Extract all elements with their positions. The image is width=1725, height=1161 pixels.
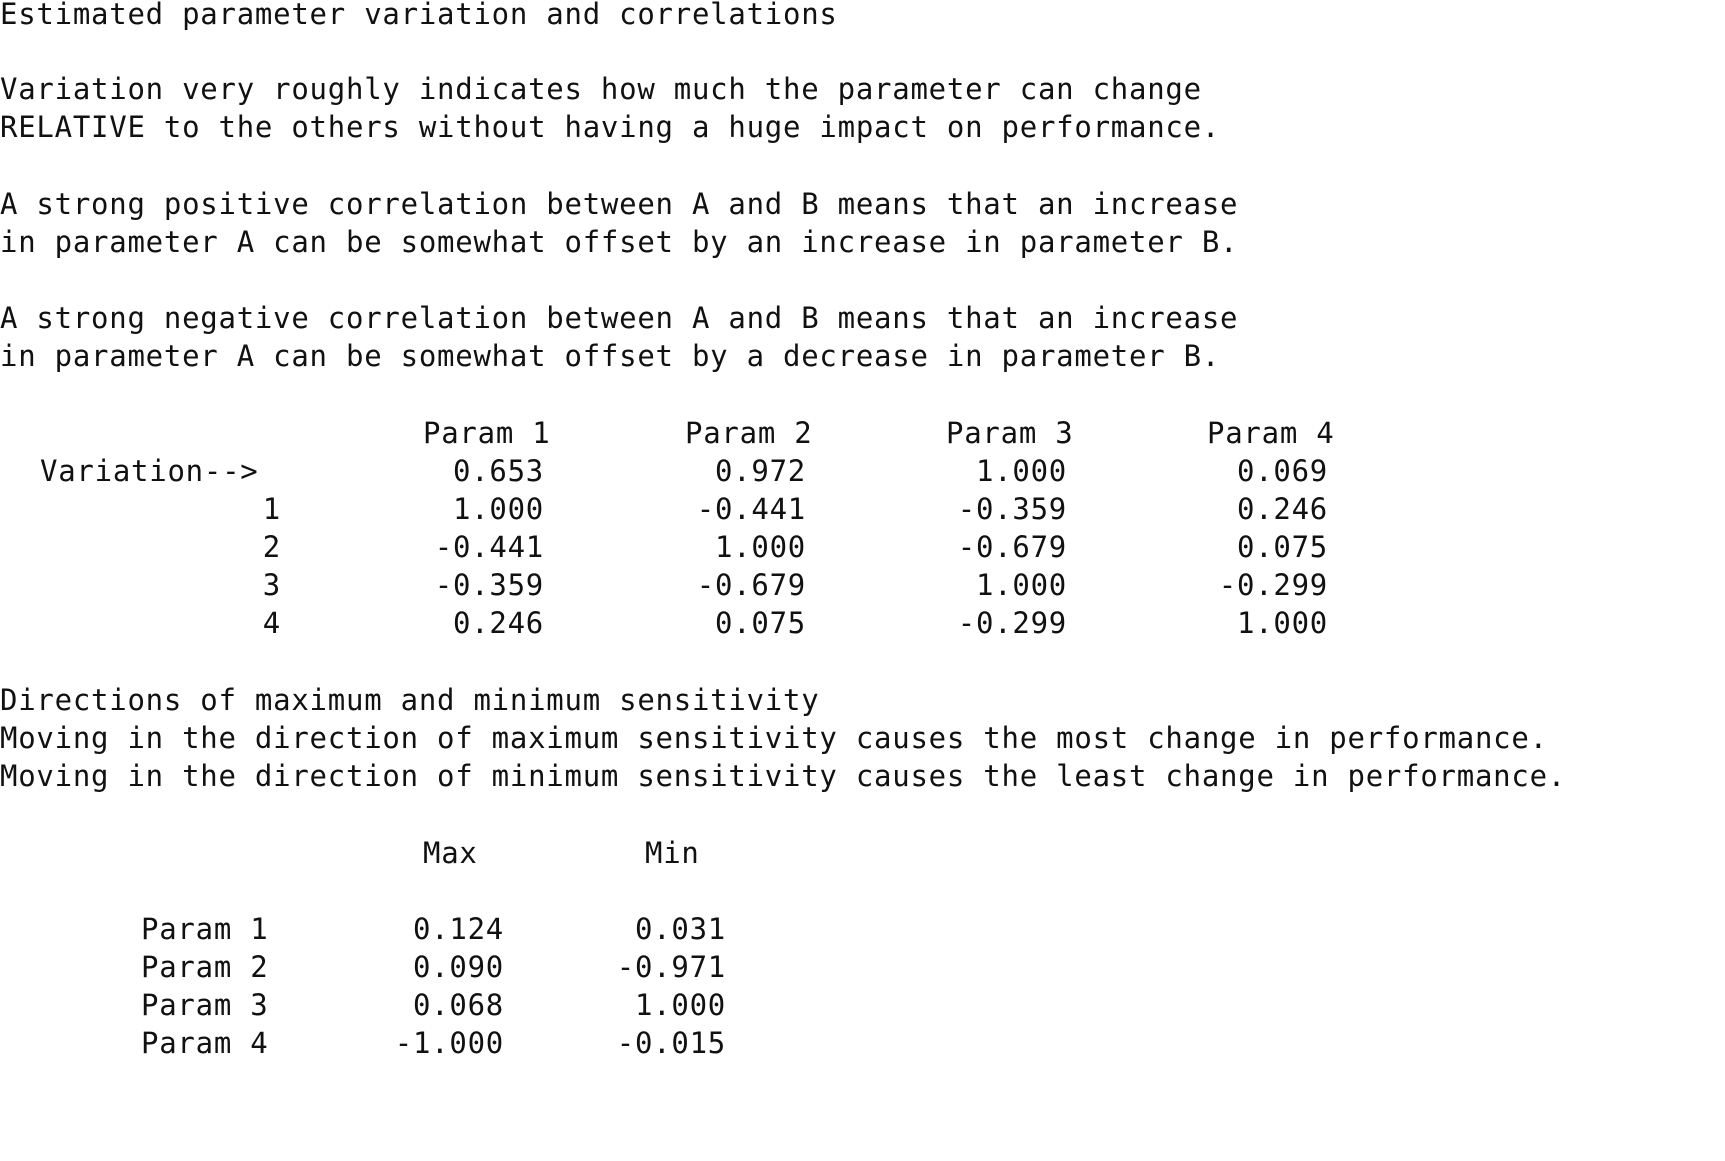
row-label-variation: Variation--> bbox=[40, 454, 259, 488]
column-header-param-4: Param 4 bbox=[1207, 416, 1335, 450]
correlation-value: 1.000 bbox=[714, 530, 806, 564]
correlation-value: 0.075 bbox=[1236, 530, 1328, 564]
row-label: Param 3 bbox=[141, 988, 269, 1022]
paragraph-positive-line-2: in parameter A can be somewhat offset by… bbox=[0, 225, 1239, 259]
paragraph-variation-line-2: RELATIVE to the others without having a … bbox=[0, 110, 1221, 144]
correlation-value: -0.679 bbox=[957, 530, 1067, 564]
correlation-value: 0.075 bbox=[714, 606, 806, 640]
column-header-param-3: Param 3 bbox=[946, 416, 1074, 450]
sensitivity-min-value: 1.000 bbox=[634, 988, 726, 1022]
sensitivity-max-value: 0.124 bbox=[412, 912, 504, 946]
sensitivity-max-value: 0.068 bbox=[412, 988, 504, 1022]
correlation-value: -0.679 bbox=[696, 568, 806, 602]
row-label: Param 4 bbox=[141, 1026, 269, 1060]
sensitivity-min-value: 0.031 bbox=[634, 912, 726, 946]
variation-value-param-1: 0.653 bbox=[452, 454, 544, 488]
paragraph-variation-line-1: Variation very roughly indicates how muc… bbox=[0, 72, 1202, 106]
column-header-max: Max bbox=[423, 836, 478, 870]
correlation-value: -0.441 bbox=[696, 492, 806, 526]
correlation-value: -0.359 bbox=[434, 568, 544, 602]
correlation-value: -0.359 bbox=[957, 492, 1067, 526]
paragraph-negative-line-2: in parameter A can be somewhat offset by… bbox=[0, 339, 1221, 373]
column-header-min: Min bbox=[645, 836, 700, 870]
sensitivity-min-value: -0.015 bbox=[616, 1026, 726, 1060]
row-label: 4 bbox=[262, 606, 281, 640]
variation-value-param-3: 1.000 bbox=[975, 454, 1067, 488]
sensitivity-min-value: -0.971 bbox=[616, 950, 726, 984]
row-label: Param 2 bbox=[141, 950, 269, 984]
correlation-value: 1.000 bbox=[975, 568, 1067, 602]
sensitivity-max-value: 0.090 bbox=[412, 950, 504, 984]
correlation-value: 0.246 bbox=[452, 606, 544, 640]
paragraph-negative-line-1: A strong negative correlation between A … bbox=[0, 301, 1239, 335]
correlation-value: -0.299 bbox=[957, 606, 1067, 640]
sensitivity-title: Directions of maximum and minimum sensit… bbox=[0, 683, 820, 717]
sensitivity-max-value: -1.000 bbox=[394, 1026, 504, 1060]
correlation-value: 1.000 bbox=[452, 492, 544, 526]
variation-value-param-2: 0.972 bbox=[714, 454, 806, 488]
column-header-param-1: Param 1 bbox=[423, 416, 551, 450]
correlation-value: -0.441 bbox=[434, 530, 544, 564]
row-label: 2 bbox=[262, 530, 281, 564]
correlation-value: 1.000 bbox=[1236, 606, 1328, 640]
column-header-param-2: Param 2 bbox=[685, 416, 813, 450]
sensitivity-line-min: Moving in the direction of minimum sensi… bbox=[0, 759, 1567, 793]
sensitivity-line-max: Moving in the direction of maximum sensi… bbox=[0, 721, 1548, 755]
correlation-value: 0.246 bbox=[1236, 492, 1328, 526]
correlation-value: -0.299 bbox=[1218, 568, 1328, 602]
variation-value-param-4: 0.069 bbox=[1236, 454, 1328, 488]
row-label: 3 bbox=[262, 568, 281, 602]
row-label: Param 1 bbox=[141, 912, 269, 946]
document-heading: Estimated parameter variation and correl… bbox=[0, 0, 838, 31]
paragraph-positive-line-1: A strong positive correlation between A … bbox=[0, 187, 1239, 221]
row-label: 1 bbox=[262, 492, 281, 526]
